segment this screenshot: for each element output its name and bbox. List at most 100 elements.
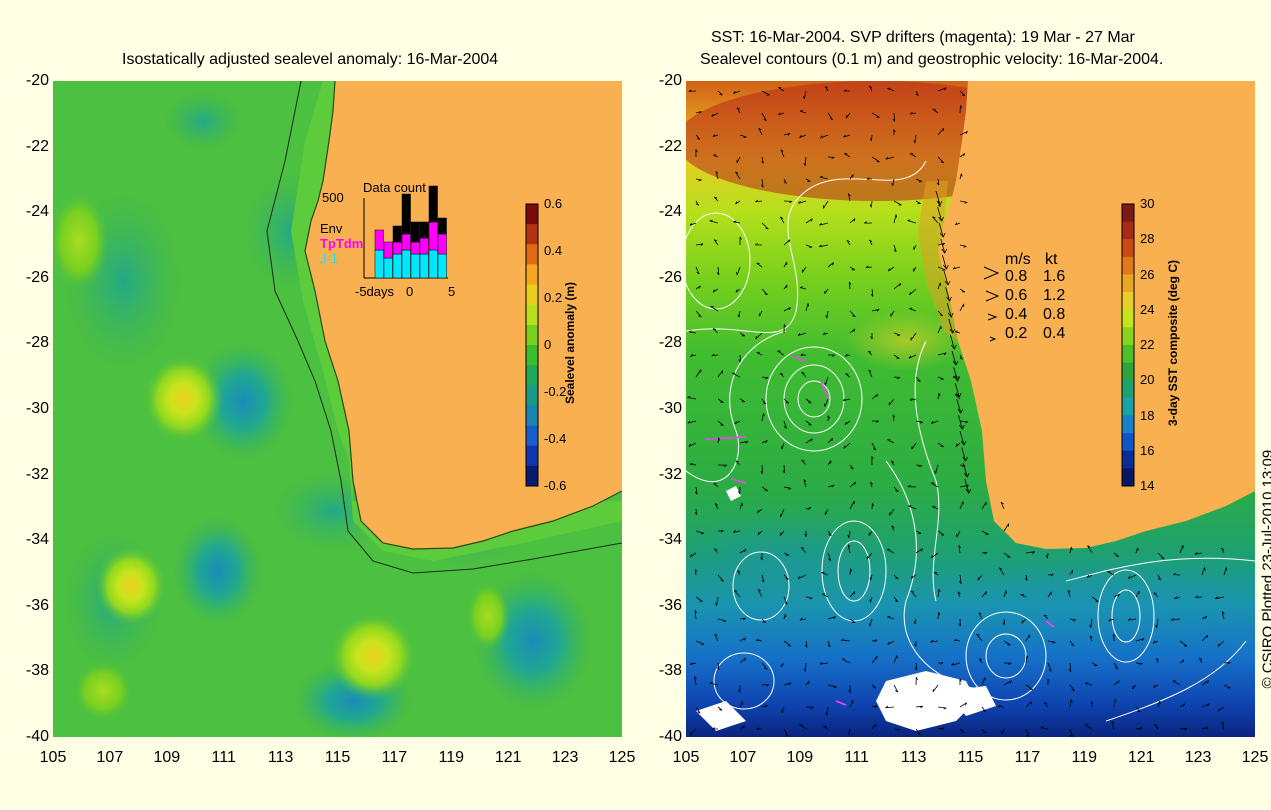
sl-lat-tick: -30 [25, 400, 49, 417]
sl-lon-tick: 115 [324, 749, 351, 766]
sst-lon-tick: 119 [1071, 749, 1098, 766]
sst-lon-tick: 105 [672, 749, 700, 766]
sst-lon-tick: 117 [1014, 749, 1041, 766]
inset-bar-tp [410, 241, 420, 255]
speed-legend-ms: 0.8 [1005, 268, 1028, 285]
sealevel-colorbar-swatch [526, 405, 538, 427]
sealevel-colorbar-tick: 0.4 [544, 243, 563, 258]
inset-bar-j1 [428, 249, 438, 279]
inset-bar-tp [392, 241, 402, 255]
sst-colorbar-swatch [1122, 362, 1134, 381]
inset-bar-env [410, 221, 420, 243]
inset-bar-tp [401, 233, 411, 251]
speed-legend-kt: 1.2 [1043, 287, 1066, 304]
inset-xtick-zero: 0 [406, 284, 414, 299]
sl-lon-tick: 125 [608, 749, 636, 766]
sst-colorbar-tick: 22 [1140, 337, 1155, 352]
sealevel-colorbar-tick: 0 [544, 337, 552, 352]
sealevel-colorbar [525, 203, 539, 487]
sl-lat-tick: -34 [25, 531, 49, 549]
inset-xtick-min: -5days [355, 284, 395, 299]
sst-lon-tick: 115 [957, 749, 984, 766]
sl-lat-tick: -36 [25, 596, 49, 614]
sl-lat-tick: -38 [25, 662, 49, 680]
inset-bar-j1 [374, 249, 384, 279]
inset-bar-tp [383, 241, 393, 259]
sst-colorbar-swatch [1122, 415, 1134, 434]
inset-bar-tp [419, 237, 429, 255]
sl-lat-tick: -20 [25, 72, 49, 89]
sst-lat-tick: -30 [658, 400, 682, 417]
sst-colorbar-swatch [1122, 309, 1134, 328]
inset-bar-tp [428, 221, 438, 251]
sl-lon-tick: 109 [153, 749, 181, 766]
sealevel-colorbar-tick: 0.6 [544, 196, 563, 211]
inset-bar-j1 [437, 253, 447, 279]
sst-colorbar-swatch [1122, 256, 1134, 275]
inset-legend-j1: J-1 [320, 251, 339, 266]
speed-legend-arrows [983, 266, 1000, 342]
sl-lon-tick: 113 [267, 749, 294, 766]
inset-bar-j1 [383, 257, 393, 279]
inset-bar-tp [374, 229, 384, 251]
sst-lat-tick: -26 [658, 268, 682, 286]
sl-lat-tick: -32 [25, 465, 49, 483]
sst-map [686, 81, 1255, 737]
sl-lon-tick: 121 [494, 749, 522, 766]
speed-legend-ms: 0.6 [1005, 287, 1028, 304]
sst-lat-tick: -36 [658, 596, 682, 614]
sealevel-colorbar-swatch [526, 284, 538, 306]
sst-lat-tick: -24 [658, 203, 682, 221]
inset-bar-env [419, 221, 429, 239]
sealevel-colorbar-tick: -0.2 [544, 384, 567, 399]
sst-lat-tick: -22 [658, 137, 682, 155]
sl-lon-tick: 105 [39, 749, 67, 766]
sealevel-colorbar-swatch [526, 445, 538, 467]
sst-colorbar-swatch [1122, 433, 1134, 452]
sst-colorbar-swatch [1122, 239, 1134, 258]
sl-lon-tick: 111 [211, 749, 236, 766]
sealevel-colorbar-tick: -0.6 [544, 478, 567, 493]
sst-lon-tick: 113 [900, 749, 927, 766]
speed-legend-kt: 0.4 [1043, 325, 1066, 342]
inset-bar-j1 [392, 253, 402, 279]
sealevel-colorbar-swatch [526, 324, 538, 346]
sst-colorbar-tick: 28 [1140, 231, 1155, 247]
sealevel-colorbar-tick: -0.4 [544, 431, 567, 446]
sl-lat-tick: -24 [25, 203, 49, 221]
inset-title: Data count [363, 180, 426, 195]
sl-lon-tick: 117 [381, 749, 408, 766]
speed-legend-ms: 0.2 [1005, 325, 1028, 342]
sealevel-colorbar-swatch [526, 465, 538, 487]
sst-lat-tick: -20 [658, 72, 682, 89]
sst-colorbar-swatch [1122, 327, 1134, 346]
sst-colorbar-swatch [1122, 397, 1134, 416]
sealevel-colorbar-swatch [526, 365, 538, 386]
sst-lon-tick: 111 [844, 749, 869, 766]
sl-lat-tick: -28 [25, 334, 49, 352]
inset-bar-j1 [410, 253, 420, 279]
sl-lon-tick: 123 [551, 749, 579, 766]
inset-bar-j1 [419, 253, 429, 279]
sealevel-colorbar-swatch [526, 244, 538, 265]
sealevel-colorbar-swatch [526, 224, 538, 245]
sealevel-colorbar-swatch [526, 264, 538, 286]
sst-colorbar-tick: 16 [1140, 442, 1155, 458]
sst-colorbar-label: 3-day SST composite (deg C) [1166, 259, 1180, 427]
sst-colorbar-swatch [1122, 221, 1134, 240]
sst-lat-tick: -38 [658, 662, 682, 680]
sst-lat-tick: -32 [658, 465, 682, 483]
inset-bar-env [437, 217, 447, 235]
inset-bar-env [401, 193, 411, 235]
inset-bar-env [392, 225, 402, 243]
credit-text: © CSIRO Plotted 23-Jul-2010 13:09 [1259, 449, 1271, 689]
sst-lon-tick: 109 [786, 749, 814, 766]
sealevel-colorbar-swatch [526, 345, 538, 366]
speed-legend-kt: 0.8 [1043, 306, 1066, 323]
sl-lon-tick: 107 [96, 749, 124, 766]
sst-colorbar-swatch [1122, 204, 1134, 223]
sst-colorbar-tick: 14 [1140, 478, 1155, 493]
speed-legend-ms: 0.4 [1005, 306, 1028, 323]
inset-ymax: 500 [322, 190, 344, 205]
sst-lon-tick: 123 [1184, 749, 1212, 766]
